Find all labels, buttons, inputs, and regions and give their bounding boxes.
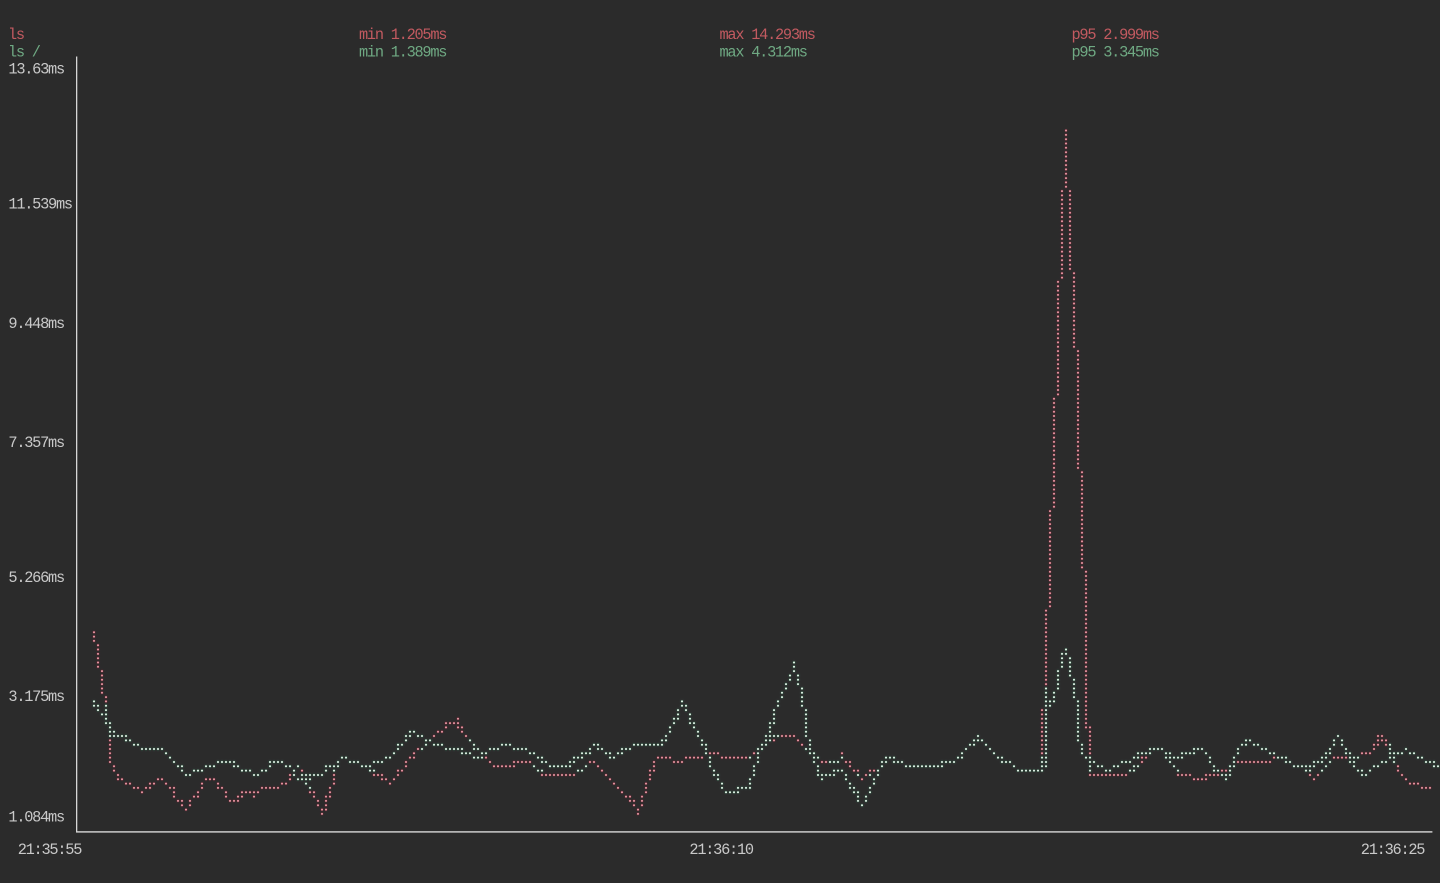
svg-text:min 1.205ms: min 1.205ms — [359, 26, 446, 44]
svg-text:21:36:25: 21:36:25 — [1361, 841, 1426, 859]
svg-text:5.266ms: 5.266ms — [8, 569, 64, 587]
svg-text:p95 2.999ms: p95 2.999ms — [1072, 26, 1159, 44]
svg-text:max 14.293ms: max 14.293ms — [720, 26, 815, 44]
svg-text:max 4.312ms: max 4.312ms — [720, 43, 807, 61]
svg-text:min 1.389ms: min 1.389ms — [359, 43, 446, 61]
svg-text:ls /: ls / — [8, 43, 41, 61]
svg-text:7.357ms: 7.357ms — [8, 434, 64, 452]
svg-text:p95 3.345ms: p95 3.345ms — [1072, 43, 1159, 61]
svg-text:ls: ls — [8, 26, 24, 44]
svg-text:1.084ms: 1.084ms — [8, 809, 64, 827]
svg-text:21:35:55: 21:35:55 — [18, 841, 83, 859]
svg-text:11.539ms: 11.539ms — [8, 196, 72, 214]
svg-text:13.63ms: 13.63ms — [8, 60, 64, 78]
svg-text:21:36:10: 21:36:10 — [689, 841, 754, 859]
svg-text:3.175ms: 3.175ms — [8, 688, 64, 706]
svg-text:9.448ms: 9.448ms — [8, 315, 64, 333]
